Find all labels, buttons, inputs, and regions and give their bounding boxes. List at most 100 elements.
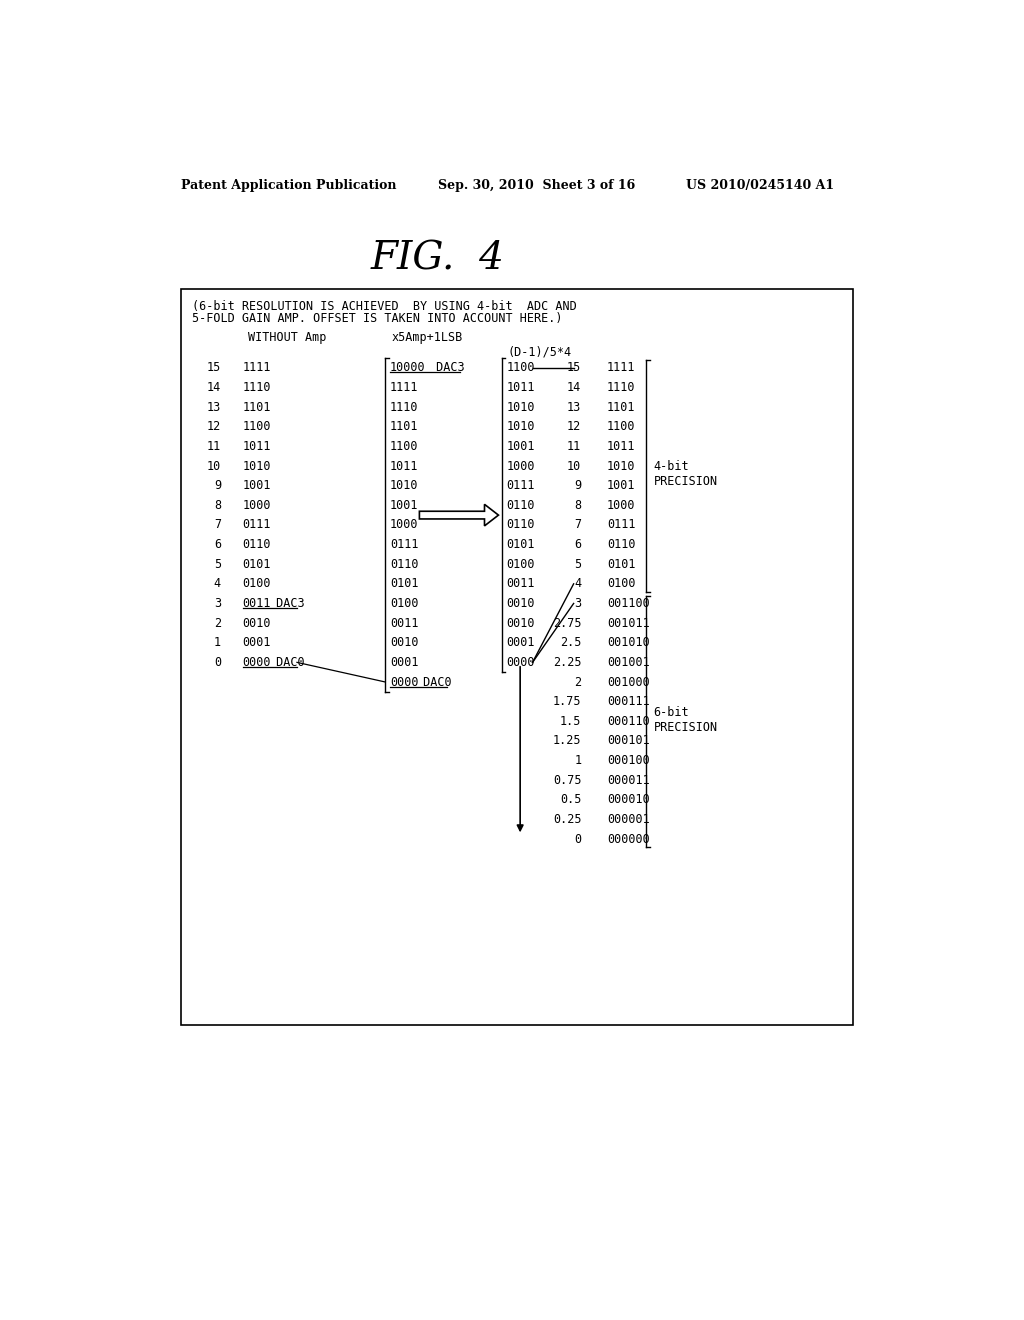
Text: PRECISION: PRECISION (653, 721, 718, 734)
Text: 0000: 0000 (243, 656, 271, 669)
Text: 1011: 1011 (390, 459, 419, 473)
Text: 0001: 0001 (390, 656, 419, 669)
Text: DAC3: DAC3 (269, 597, 305, 610)
Text: 0111: 0111 (390, 539, 419, 550)
Text: 0110: 0110 (506, 519, 535, 532)
Text: 15: 15 (207, 362, 221, 375)
Text: 1000: 1000 (390, 519, 419, 532)
Text: 5: 5 (574, 557, 582, 570)
Text: 9: 9 (214, 479, 221, 492)
Text: 0010: 0010 (390, 636, 419, 649)
Text: 0: 0 (574, 833, 582, 846)
Text: 1001: 1001 (506, 440, 535, 453)
Text: 0101: 0101 (506, 539, 535, 550)
Text: 1010: 1010 (243, 459, 271, 473)
Text: DAC0: DAC0 (417, 676, 452, 689)
Text: 000100: 000100 (607, 754, 649, 767)
Text: 001100: 001100 (607, 597, 649, 610)
Text: 0.75: 0.75 (553, 774, 582, 787)
Text: 10: 10 (567, 459, 582, 473)
Text: 0: 0 (214, 656, 221, 669)
Text: 1111: 1111 (243, 362, 271, 375)
Text: 001001: 001001 (607, 656, 649, 669)
Text: 000001: 000001 (607, 813, 649, 826)
Text: 7: 7 (574, 519, 582, 532)
Text: US 2010/0245140 A1: US 2010/0245140 A1 (686, 178, 835, 191)
Text: 11: 11 (207, 440, 221, 453)
Text: 12: 12 (567, 420, 582, 433)
Text: 0101: 0101 (390, 577, 419, 590)
Text: FIG.  4: FIG. 4 (371, 240, 505, 277)
Text: DAC0: DAC0 (269, 656, 305, 669)
Text: 11: 11 (567, 440, 582, 453)
Text: 1100: 1100 (243, 420, 271, 433)
Text: 1110: 1110 (607, 381, 636, 393)
Text: Sep. 30, 2010  Sheet 3 of 16: Sep. 30, 2010 Sheet 3 of 16 (438, 178, 635, 191)
Text: 7: 7 (214, 519, 221, 532)
Bar (180, 289, 853, 1024)
Text: 0001: 0001 (243, 636, 271, 649)
Text: 0010: 0010 (243, 616, 271, 630)
Text: 1.5: 1.5 (560, 714, 582, 727)
Text: 1101: 1101 (607, 400, 636, 413)
Text: 0100: 0100 (243, 577, 271, 590)
Text: 10000: 10000 (390, 362, 426, 375)
Text: 1100: 1100 (506, 362, 535, 375)
Text: 1: 1 (214, 636, 221, 649)
Text: WITHOUT Amp: WITHOUT Amp (248, 330, 327, 343)
Text: 1001: 1001 (243, 479, 271, 492)
Text: 0000: 0000 (506, 656, 535, 669)
Text: 1110: 1110 (243, 381, 271, 393)
Text: 5: 5 (214, 557, 221, 570)
Text: 6: 6 (214, 539, 221, 550)
Text: 0010: 0010 (506, 616, 535, 630)
Text: 001010: 001010 (607, 636, 649, 649)
Text: 1011: 1011 (607, 440, 636, 453)
Text: 000000: 000000 (607, 833, 649, 846)
Text: 2.5: 2.5 (560, 636, 582, 649)
Text: (D-1)/5*4: (D-1)/5*4 (508, 346, 571, 359)
Text: 1101: 1101 (243, 400, 271, 413)
Text: 0011: 0011 (390, 616, 419, 630)
Text: 8: 8 (214, 499, 221, 512)
Text: 0111: 0111 (506, 479, 535, 492)
Text: 1.75: 1.75 (553, 696, 582, 708)
Text: 4: 4 (574, 577, 582, 590)
Text: 1110: 1110 (390, 400, 419, 413)
Text: 12: 12 (207, 420, 221, 433)
Text: 1100: 1100 (607, 420, 636, 433)
Text: 0000: 0000 (390, 676, 419, 689)
Text: 000111: 000111 (607, 696, 649, 708)
Text: 13: 13 (567, 400, 582, 413)
Text: 0111: 0111 (243, 519, 271, 532)
Text: 0.5: 0.5 (560, 793, 582, 807)
Text: 0010: 0010 (506, 597, 535, 610)
Text: 1011: 1011 (506, 381, 535, 393)
Text: 000010: 000010 (607, 793, 649, 807)
Text: 5-FOLD GAIN AMP. OFFSET IS TAKEN INTO ACCOUNT HERE.): 5-FOLD GAIN AMP. OFFSET IS TAKEN INTO AC… (191, 312, 562, 325)
Text: DAC3: DAC3 (429, 362, 464, 375)
Text: 14: 14 (207, 381, 221, 393)
Text: 000101: 000101 (607, 734, 649, 747)
Text: 1000: 1000 (607, 499, 636, 512)
Text: 0011: 0011 (506, 577, 535, 590)
Text: 3: 3 (214, 597, 221, 610)
Text: 1100: 1100 (390, 440, 419, 453)
Text: 15: 15 (567, 362, 582, 375)
Text: 1.25: 1.25 (553, 734, 582, 747)
Text: 9: 9 (574, 479, 582, 492)
Text: 0100: 0100 (390, 597, 419, 610)
Text: 1101: 1101 (390, 420, 419, 433)
Text: 001000: 001000 (607, 676, 649, 689)
Text: 4-bit: 4-bit (653, 461, 689, 473)
Text: 0110: 0110 (506, 499, 535, 512)
Text: 1001: 1001 (390, 499, 419, 512)
Text: 13: 13 (207, 400, 221, 413)
Text: 0101: 0101 (243, 557, 271, 570)
Text: 0.25: 0.25 (553, 813, 582, 826)
Text: 0011: 0011 (243, 597, 271, 610)
Text: 0110: 0110 (390, 557, 419, 570)
Text: 2: 2 (574, 676, 582, 689)
Text: 14: 14 (567, 381, 582, 393)
Text: 000110: 000110 (607, 714, 649, 727)
